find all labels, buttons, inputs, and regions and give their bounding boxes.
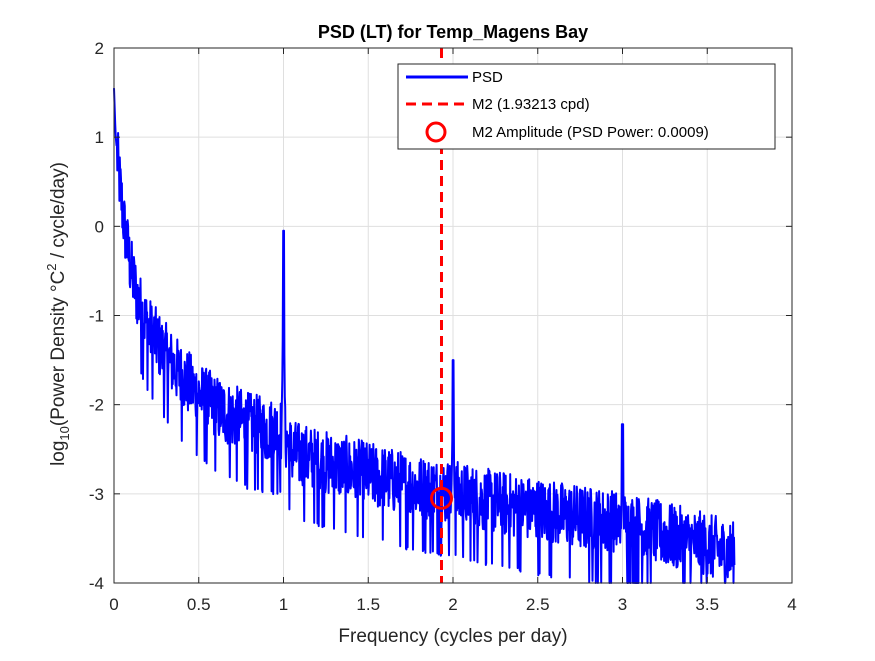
x-tick-label: 4 xyxy=(787,595,796,614)
x-tick-label: 2 xyxy=(448,595,457,614)
y-axis-label-prefix: log xyxy=(48,441,69,466)
m2-amplitude-marker xyxy=(429,486,453,510)
x-tick-label: 0 xyxy=(109,595,118,614)
y-tick-label: -3 xyxy=(89,485,104,504)
legend-m2-label: M2 (1.93213 cpd) xyxy=(472,96,590,113)
y-tick-label: -4 xyxy=(89,574,104,593)
ticks: 0 0.5 1 1.5 2 2.5 3 3.5 4 -4 -3 -2 -1 0 1 2 xyxy=(89,39,797,614)
legend: PSD M2 (1.93213 cpd) M2 Amplitude (PSD P… xyxy=(397,63,776,150)
y-axis-label-superscript: 2 xyxy=(44,263,59,270)
x-tick-label: 1 xyxy=(279,595,288,614)
y-axis-label-subscript: 10 xyxy=(57,426,72,440)
x-tick-label: 0.5 xyxy=(187,595,211,614)
y-axis-label-suffix: / cycle/day) xyxy=(48,162,69,263)
x-tick-label: 3 xyxy=(618,595,627,614)
chart-title: PSD (LT) for Temp_Magens Bay xyxy=(318,22,588,42)
y-tick-label: 0 xyxy=(95,217,104,236)
y-axis-label: log10(Power Density °C2 / cycle/day) xyxy=(44,162,72,466)
legend-amplitude-label: M2 Amplitude (PSD Power: 0.0009) xyxy=(472,124,709,141)
x-tick-label: 3.5 xyxy=(695,595,719,614)
psd-line xyxy=(113,88,736,584)
y-tick-label: -2 xyxy=(89,396,104,415)
legend-psd-label: PSD xyxy=(472,69,503,86)
y-axis-label-main: (Power Density °C xyxy=(48,271,69,426)
x-axis-label: Frequency (cycles per day) xyxy=(338,626,567,647)
legend-amplitude-swatch xyxy=(425,121,447,143)
x-tick-label: 1.5 xyxy=(356,595,380,614)
y-tick-label: 2 xyxy=(95,39,104,58)
y-tick-label: 1 xyxy=(95,128,104,147)
y-tick-label: -1 xyxy=(89,307,104,326)
x-tick-label: 2.5 xyxy=(526,595,550,614)
